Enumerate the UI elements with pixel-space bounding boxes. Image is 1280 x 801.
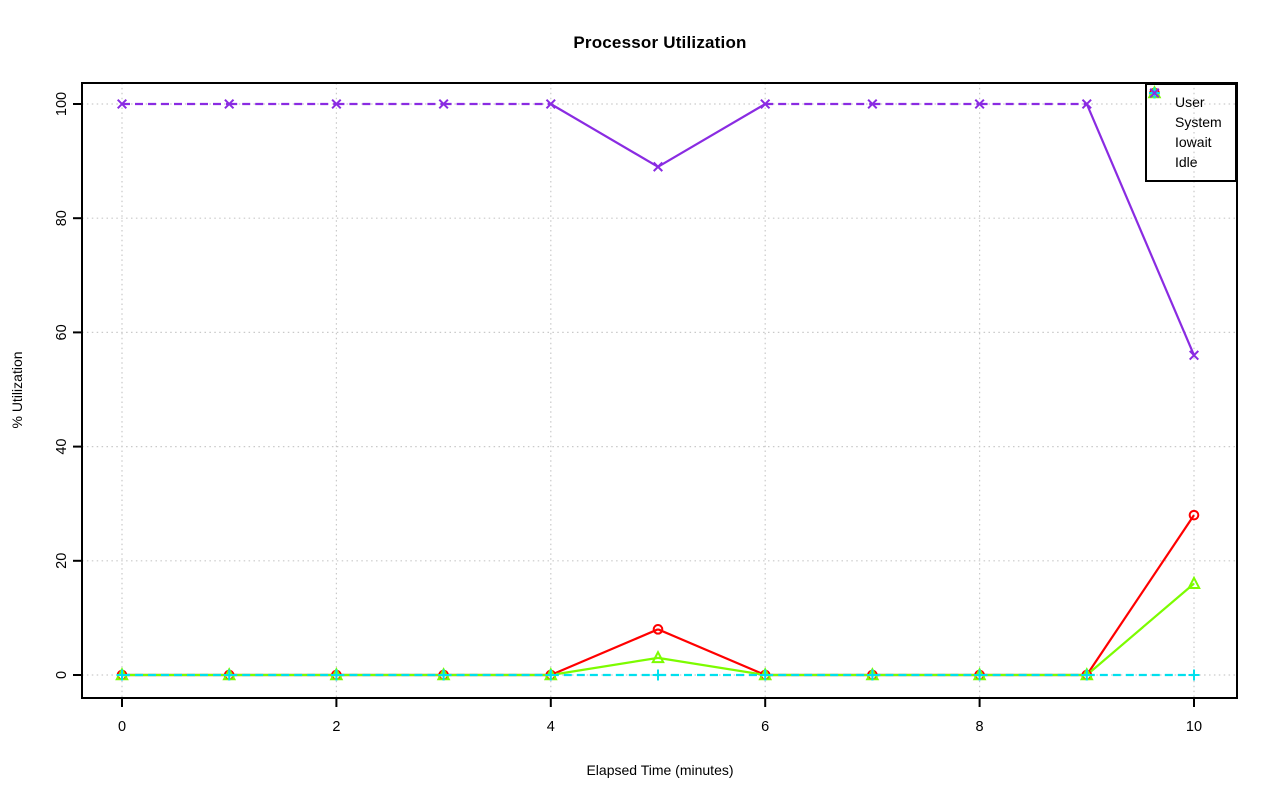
x-tick-label-10: 10 [1186,719,1202,735]
y-tick-label-100: 100 [54,92,70,116]
x-tick-label-4: 4 [547,719,555,735]
iowait-plus-icon [1149,87,1169,150]
series-idle-line [122,102,1196,356]
plus-marker [1188,669,1200,681]
legend-item-idle: Idle [1147,87,1235,172]
circle-marker [1188,509,1200,521]
y-tick-label-60: 60 [54,324,70,340]
legend-label: User [1175,93,1205,110]
y-tick-label-80: 80 [54,210,70,226]
segment [1086,582,1195,676]
x-marker [1188,350,1200,361]
plus-marker [759,669,771,681]
x-axis-label: Elapsed Time (minutes) [586,762,734,778]
series-system-points [115,575,1201,681]
segment [657,656,766,677]
plus-marker [223,669,235,681]
x-icon [1149,87,1160,99]
plot-border [81,82,1238,699]
x-tick-label-0: 0 [118,719,126,735]
x-marker [438,98,449,110]
plus-marker [866,669,878,681]
x-tick-label-6: 6 [761,719,769,735]
plus-marker [652,669,664,681]
triangle-marker [1187,575,1201,589]
legend-box: User System Iowait Idle [1145,83,1237,182]
plus-marker [545,669,557,681]
plus-marker [1081,669,1093,681]
x-marker [331,98,342,110]
triangle-marker [651,650,665,664]
segment [550,656,659,677]
x-marker [224,98,235,110]
plus-marker [974,669,986,681]
x-marker [867,98,878,110]
segment [657,628,766,677]
x-tick-label-2: 2 [332,719,340,735]
y-tick-label-0: 0 [54,671,70,679]
circle-marker [652,624,664,635]
system-triangle-icon [1147,85,1169,130]
x-marker [116,98,128,110]
legend-item-system: System [1147,85,1235,132]
chart-title: Processor Utilization [573,33,747,52]
y-tick-label-20: 20 [54,553,70,569]
x-tick-label-8: 8 [976,719,984,735]
segment [550,628,659,677]
x-marker [974,98,985,110]
x-marker [652,161,664,172]
idle-x-icon [1149,87,1169,170]
legend-label: Idle [1175,153,1198,170]
series-idle-points [116,98,1200,361]
legend-item-iowait: Iowait [1147,87,1235,152]
x-marker [1149,87,1160,99]
legend-label: System [1175,113,1222,130]
segment [550,103,659,168]
segment [1085,514,1195,676]
legend-label: Iowait [1175,133,1212,150]
x-marker [1081,98,1092,110]
y-tick-label-40: 40 [54,439,70,455]
series-iowait-points [116,669,1200,681]
x-marker [760,98,771,110]
plus-marker [438,669,450,681]
plus-marker [330,669,342,681]
plus-marker [116,669,128,681]
x-marker [545,98,556,110]
y-axis-label: % Utilization [9,351,25,429]
segment [1085,103,1196,356]
segment [657,103,766,168]
